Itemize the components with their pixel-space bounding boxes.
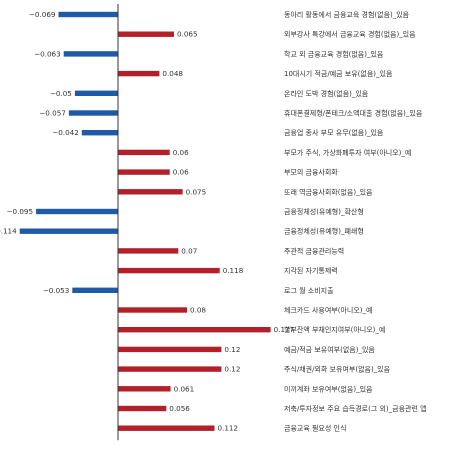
bar-6 — [68, 110, 118, 116]
value-label-5: −0.05 — [50, 89, 72, 98]
labels-layer: −0.069 동아리 활동에서 금융교육 경험(없음)_있음 0.065 외부강사 특… — [0, 10, 427, 433]
value-label-3: −0.063 — [34, 49, 61, 58]
value-label-14: 0.118 — [223, 266, 244, 275]
bar-14 — [118, 267, 220, 274]
category-label-17: 할부잔액 부채인지여부(아니오)_예 — [284, 325, 385, 334]
value-label-20: 0.061 — [174, 384, 195, 393]
bars-layer — [19, 11, 271, 431]
category-label-14: 지각된 자기통제력 — [284, 266, 338, 275]
category-label-18: 예금/적금 보유여부(없음)_있음 — [284, 345, 375, 354]
category-label-2: 외부강사 특강에서 금융교육 경험(없음)_있음 — [284, 30, 416, 39]
value-label-18: 0.12 — [224, 345, 240, 354]
bar-11 — [36, 208, 118, 215]
category-label-13: 주관적 금융관리능력 — [284, 246, 344, 255]
bar-20 — [118, 386, 171, 392]
bar-7 — [81, 130, 118, 136]
bar-12 — [19, 228, 119, 234]
category-label-4: 10대시기 적금/예금 보유(없음)_있음 — [284, 69, 393, 78]
value-label-10: 0.075 — [186, 187, 207, 196]
bar-21 — [118, 405, 167, 412]
value-label-16: 0.08 — [190, 306, 206, 315]
bar-3 — [63, 51, 118, 57]
bar-19 — [118, 366, 222, 372]
category-label-21: 저축/투자정보 주요 습득경로(그 외)_금융관련 앱 — [284, 404, 427, 413]
value-label-12: −0.114 — [0, 227, 17, 236]
value-label-8: 0.06 — [173, 148, 189, 157]
value-label-6: −0.057 — [39, 109, 66, 118]
bar-2 — [118, 31, 174, 37]
category-label-3: 학교 외 금융교육 경험(없음)_있음 — [284, 49, 384, 58]
category-label-1: 동아리 활동에서 금융교육 경험(없음)_있음 — [284, 10, 410, 19]
category-label-10: 또래 역금융사회화(없음)_있음 — [284, 187, 373, 196]
category-label-20: 미끼계좌 보유여부(없음)_있음 — [284, 384, 373, 393]
bar-9 — [118, 169, 170, 175]
value-label-2: 0.065 — [177, 30, 198, 39]
bar-4 — [118, 70, 160, 77]
category-label-16: 체크카드 사용여부(아니오)_예 — [284, 306, 372, 315]
value-label-11: −0.095 — [6, 207, 33, 216]
category-label-15: 로그 월 소비지출 — [284, 286, 334, 295]
bar-18 — [118, 346, 222, 353]
value-label-4: 0.048 — [162, 69, 183, 78]
bar-15 — [72, 287, 118, 293]
value-label-9: 0.06 — [173, 168, 189, 177]
category-label-9: 부모의 금융사회화 — [284, 168, 338, 177]
value-label-1: −0.069 — [29, 10, 56, 19]
category-label-22: 금융교육 필요성 인식 — [284, 424, 346, 433]
bar-5 — [74, 90, 118, 96]
bar-13 — [118, 248, 179, 254]
bar-10 — [118, 189, 183, 195]
value-label-21: 0.056 — [169, 404, 190, 413]
value-label-15: −0.053 — [43, 286, 70, 295]
value-label-17: 0.177 — [274, 325, 295, 334]
category-label-5: 온라인 도박 경험(없음)_있음 — [284, 89, 369, 98]
value-label-19: 0.12 — [224, 365, 240, 374]
bar-16 — [118, 307, 187, 313]
bar-17 — [118, 327, 271, 333]
bar-1 — [58, 11, 118, 18]
category-label-19: 주식/채권/외화 보유여부(없음)_있음 — [284, 365, 391, 374]
bar-8 — [118, 149, 170, 156]
category-label-8: 부모가 주식, 가상화폐투자 여부(아니오)_예 — [284, 148, 411, 157]
category-label-6: 휴대폰결제형/폰테크/소액대출 경험(없음)_있음 — [284, 109, 423, 118]
category-label-7: 금융업 종사 부모 유무(없음)_있음 — [284, 128, 384, 137]
value-label-22: 0.112 — [218, 424, 239, 433]
category-label-12: 금융정체성(유예형)_폐쇄형 — [284, 227, 364, 236]
category-label-11: 금융정체성(유예형)_확산형 — [284, 207, 364, 216]
value-label-13: 0.07 — [181, 246, 197, 255]
bar-22 — [118, 425, 215, 431]
value-label-7: −0.042 — [52, 128, 79, 137]
